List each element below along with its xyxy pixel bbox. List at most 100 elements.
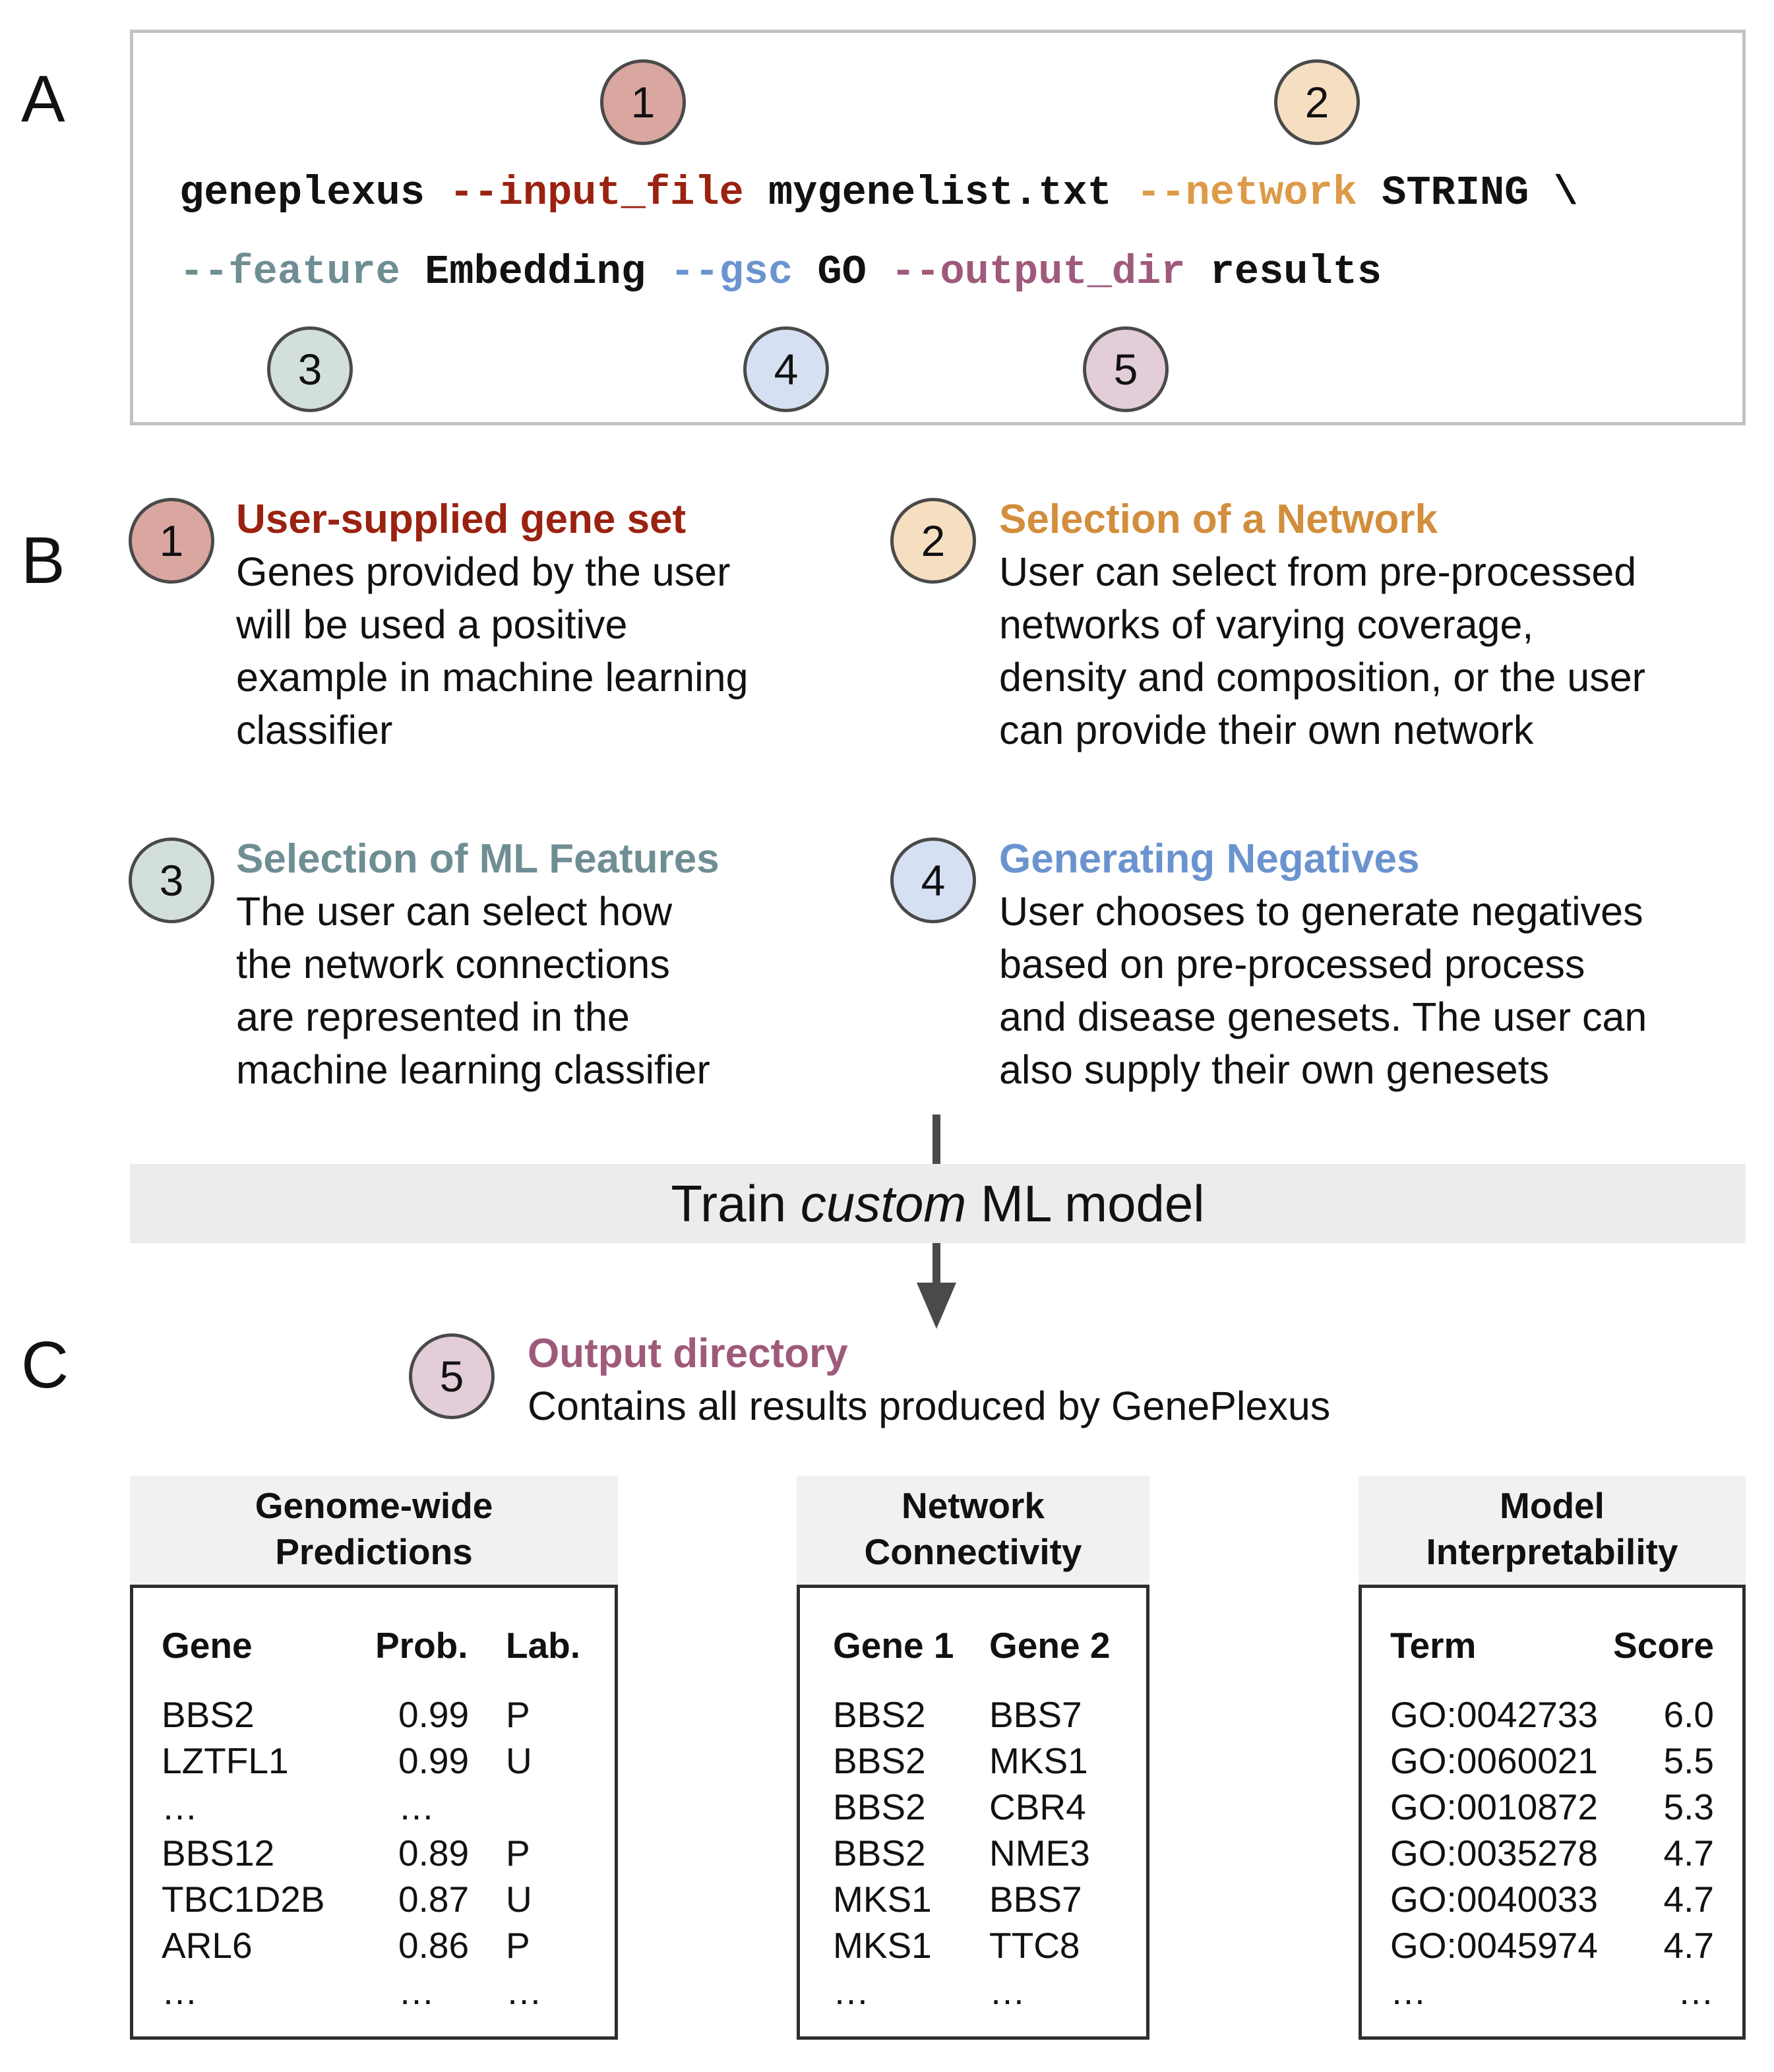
step-1-line: will be used a positive [236,602,628,647]
step-1-line: classifier [236,708,393,752]
command-text: mygenelist.txt [743,169,1137,216]
table-cell: BBS2 [162,1694,255,1735]
column-header: Prob. [375,1625,468,1666]
interpretability-title-line: Model [1500,1485,1605,1526]
table-cell: BBS7 [989,1694,1082,1735]
marker-3: 3 [267,326,353,412]
command-line-2: --feature Embedding --gsc GO --output_di… [179,252,1382,293]
step-1-line: example in machine learning [236,655,749,700]
column-header: Lab. [506,1625,581,1666]
table-cell: P [506,1833,530,1874]
train-label-emphasis: custom [800,1174,967,1233]
marker-4: 4 [743,326,829,412]
column-header: Score [1613,1625,1714,1666]
command-text: STRING \ [1357,169,1578,216]
table-cell: GO:0042733 [1390,1694,1598,1735]
table-cell: GO:0010872 [1390,1786,1598,1827]
interpretability-table: Term Score GO:0042733 6.0 GO:0060021 5.5 GO:… [1359,1585,1746,2040]
table-cell: BBS2 [833,1694,926,1735]
step-1-line: Genes provided by the user [236,549,731,594]
table-cell: 0.89 [398,1833,470,1874]
train-label-pre: Train [671,1174,801,1233]
step-4-line: based on pre-processed process [999,942,1585,987]
column-header: Gene 2 [989,1625,1111,1666]
predictions-title-line: Predictions [275,1531,473,1572]
step-2-line: User can select from pre-processed [999,549,1637,594]
command-flag: --network [1136,169,1357,216]
table-cell: … [1678,1971,1714,2012]
table-cell: NME3 [989,1833,1090,1874]
table-cell: P [506,1694,530,1735]
table-cell: … [506,1971,542,2012]
table-cell: BBS2 [833,1833,926,1874]
step-4-line: and disease genesets. The user can [999,994,1647,1039]
column-header: Gene 1 [833,1625,954,1666]
table-cell: MKS1 [989,1740,1088,1781]
table-cell: 4.7 [1663,1879,1714,1920]
command-flag: --feature [179,249,400,295]
table-cell: TBC1D2B [162,1879,325,1920]
step-2-title: Selection of a Network [999,497,1438,542]
command-flag: --output_dir [891,249,1186,295]
table-cell: U [506,1879,532,1920]
marker-1: 1 [600,59,686,145]
step-2-description: User can select from pre-processed netwo… [999,545,1645,756]
predictions-title-line: Genome-wide [255,1485,493,1526]
train-label-post: ML model [966,1174,1205,1233]
panel-label-b: B [21,524,65,597]
connectivity-table: Gene 1 Gene 2 BBS2 BBS7 BBS2 MKS1 BBS2 CBR4 BB… [797,1585,1149,2040]
step-3-line: are represented in the [236,994,630,1039]
command-box [130,30,1746,425]
command-text: results [1185,249,1382,295]
table-cell: … [989,1971,1025,2012]
table-cell: … [398,1971,435,2012]
table-cell: MKS1 [833,1879,932,1920]
table-cell: CBR4 [989,1786,1086,1827]
table-cell: 0.99 [398,1694,470,1735]
table-cell: LZTFL1 [162,1740,289,1781]
train-model-band: Train custom ML model [130,1164,1746,1243]
connectivity-title-line: Connectivity [864,1531,1082,1572]
step-4-description: User chooses to generate negatives based… [999,885,1647,1096]
step-4-badge: 4 [890,838,976,923]
table-cell: … [398,1786,435,1827]
step-5-line: Contains all results produced by GenePle… [528,1384,1331,1428]
table-cell: GO:0040033 [1390,1879,1598,1920]
step-1-title: User-supplied gene set [236,497,687,542]
table-cell: GO:0060021 [1390,1740,1598,1781]
connectivity-table-title: Network Connectivity [797,1476,1149,1585]
step-1-description: Genes provided by the user will be used … [236,545,749,756]
table-cell: TTC8 [989,1925,1080,1966]
step-2-line: can provide their own network [999,708,1534,752]
marker-2: 2 [1274,59,1360,145]
table-cell: 5.3 [1663,1786,1714,1827]
marker-5: 5 [1083,326,1169,412]
table-cell: BBS2 [833,1740,926,1781]
column-header: Term [1390,1625,1477,1666]
table-cell: ARL6 [162,1925,253,1966]
step-2-badge: 2 [890,498,976,584]
table-cell: BBS12 [162,1833,275,1874]
table-cell: 0.87 [398,1879,470,1920]
step-1-badge: 1 [129,498,214,584]
table-cell: … [162,1786,198,1827]
step-5-description: Contains all results produced by GenePle… [528,1380,1330,1432]
table-cell: 4.7 [1663,1925,1714,1966]
table-cell: … [1390,1971,1426,2012]
step-4-line: also supply their own genesets [999,1047,1550,1092]
panel-label-c: C [21,1328,69,1402]
flow-arrow-head [917,1283,956,1329]
table-cell: BBS7 [989,1879,1082,1920]
step-2-line: density and composition, or the user [999,655,1645,700]
step-4-title: Generating Negatives [999,836,1420,882]
command-text: geneplexus [179,169,450,216]
step-2-line: networks of varying coverage, [999,602,1534,647]
command-flag: --gsc [670,249,793,295]
step-3-line: machine learning classifier [236,1047,710,1092]
table-cell: MKS1 [833,1925,932,1966]
step-3-title: Selection of ML Features [236,836,719,882]
table-cell: 5.5 [1663,1740,1714,1781]
table-cell: 0.99 [398,1740,470,1781]
table-cell: … [162,1971,198,2012]
interpretability-title-line: Interpretability [1426,1531,1678,1572]
